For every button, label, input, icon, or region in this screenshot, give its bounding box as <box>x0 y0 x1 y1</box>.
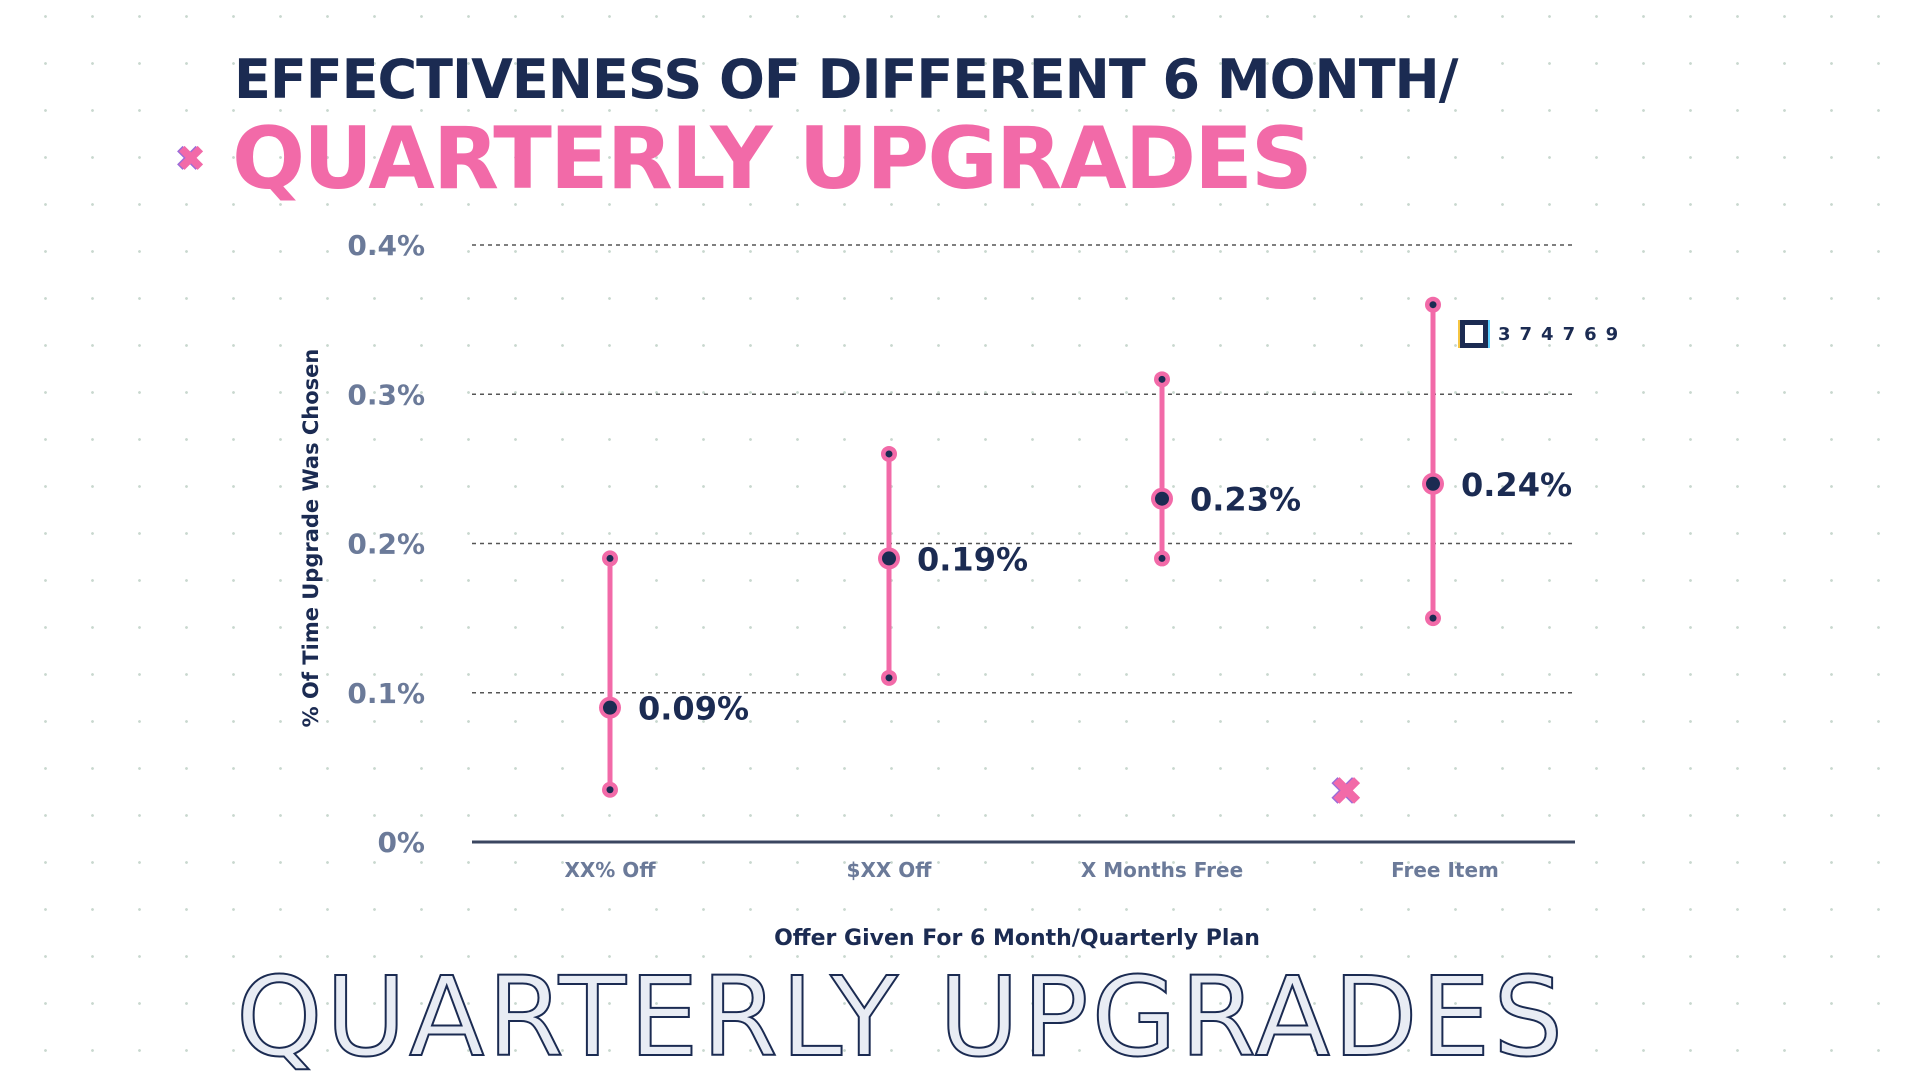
error-cap-center <box>885 450 893 458</box>
x-mark-icon: ✖ <box>1330 769 1364 815</box>
y-axis-title: % Of Time Upgrade Was Chosen <box>299 349 323 728</box>
background-outline-text: QUARTERLY UPGRADES <box>235 953 1567 1081</box>
title-line-1: EFFECTIVENESS OF DIFFERENT 6 MONTH/ <box>234 48 1458 111</box>
title-line-2: QUARTERLY UPGRADES <box>232 109 1313 209</box>
data-label: 0.24% <box>1461 466 1572 504</box>
x-tick-label: X Months Free <box>1081 858 1243 882</box>
error-cap-center <box>606 786 614 794</box>
square-icon <box>1460 320 1488 348</box>
error-cap-center <box>1429 301 1437 309</box>
x-tick-label: XX% Off <box>564 858 656 882</box>
data-point-center <box>882 551 896 566</box>
x-tick-label: $XX Off <box>847 858 933 882</box>
data-label: 0.09% <box>638 690 749 728</box>
data-point-center <box>1426 476 1440 491</box>
y-tick-label: 0% <box>377 826 425 859</box>
y-tick-label: 0.4% <box>347 229 425 262</box>
x-tick-label: Free Item <box>1391 858 1499 882</box>
badge-text: 374769 <box>1498 323 1628 345</box>
data-point-center <box>603 700 617 715</box>
error-cap-center <box>606 554 614 562</box>
data-label: 0.23% <box>1190 481 1301 519</box>
y-tick-label: 0.3% <box>347 378 425 411</box>
y-tick-label: 0.2% <box>347 528 425 561</box>
x-axis-title: Offer Given For 6 Month/Quarterly Plan <box>774 926 1260 951</box>
error-cap-center <box>1429 614 1437 622</box>
data-label: 0.19% <box>917 540 1028 578</box>
error-cap-center <box>885 674 893 682</box>
error-cap-center <box>1158 375 1166 383</box>
badge: 374769 <box>1460 320 1627 348</box>
x-mark-icon: ✖ <box>176 139 207 180</box>
data-point-center <box>1155 491 1169 506</box>
y-tick-label: 0.1% <box>347 677 425 710</box>
error-cap-center <box>1158 554 1166 562</box>
